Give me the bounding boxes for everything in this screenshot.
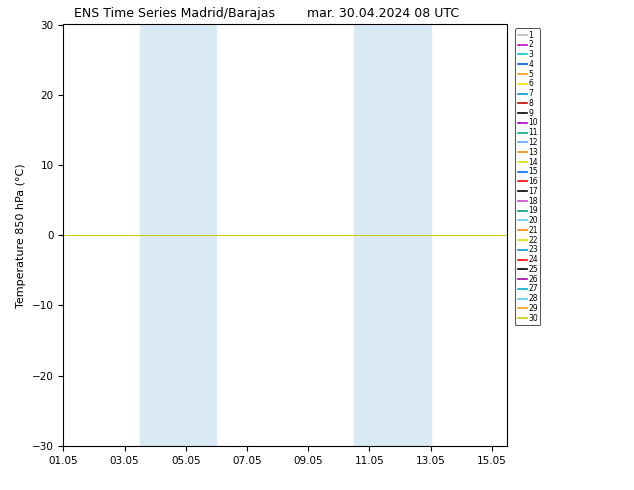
Text: ENS Time Series Madrid/Barajas        mar. 30.04.2024 08 UTC: ENS Time Series Madrid/Barajas mar. 30.0… — [74, 7, 459, 21]
Bar — [140, 24, 171, 446]
Bar — [385, 24, 430, 446]
Legend: 1, 2, 3, 4, 5, 6, 7, 8, 9, 10, 11, 12, 13, 14, 15, 16, 17, 18, 19, 20, 21, 22, 2: 1, 2, 3, 4, 5, 6, 7, 8, 9, 10, 11, 12, 1… — [515, 28, 541, 325]
Bar — [354, 24, 385, 446]
Bar — [171, 24, 216, 446]
Y-axis label: Temperature 850 hPa (°C): Temperature 850 hPa (°C) — [16, 163, 26, 308]
